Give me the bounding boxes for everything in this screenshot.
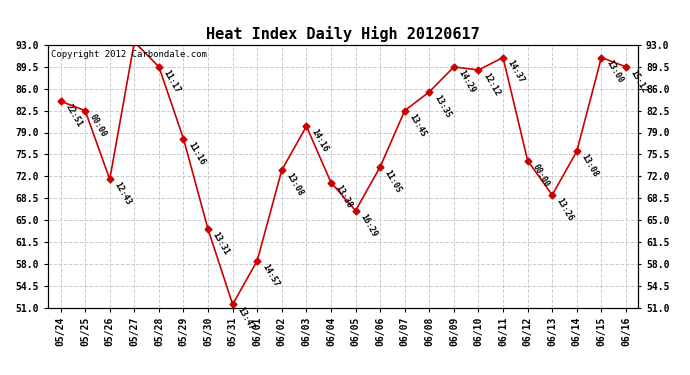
Text: 13:08: 13:08 — [284, 171, 305, 198]
Text: 14:16: 14:16 — [309, 128, 330, 154]
Text: 13:08: 13:08 — [580, 153, 600, 179]
Text: 14:57: 14:57 — [260, 262, 280, 288]
Text: 13:38: 13:38 — [334, 184, 354, 210]
Text: 00:00: 00:00 — [531, 162, 551, 188]
Text: 13:45: 13:45 — [408, 112, 428, 138]
Text: 13:35: 13:35 — [432, 93, 453, 119]
Text: 12:12: 12:12 — [481, 71, 502, 98]
Text: 13:26: 13:26 — [555, 196, 575, 222]
Text: 13:00: 13:00 — [604, 59, 624, 85]
Text: 15:12: 15:12 — [629, 68, 649, 94]
Text: 13:33: 13:33 — [0, 374, 1, 375]
Text: 14:37: 14:37 — [506, 59, 526, 85]
Text: 13:31: 13:31 — [211, 231, 231, 257]
Text: 11:16: 11:16 — [186, 140, 206, 166]
Text: 11:05: 11:05 — [383, 168, 403, 194]
Text: 22:51: 22:51 — [63, 103, 83, 129]
Text: 16:29: 16:29 — [358, 212, 379, 238]
Text: 14:29: 14:29 — [457, 68, 477, 94]
Text: 13:47: 13:47 — [235, 306, 256, 332]
Text: 11:17: 11:17 — [161, 68, 182, 94]
Text: 00:00: 00:00 — [88, 112, 108, 138]
Text: Copyright 2012 Carbondale.com: Copyright 2012 Carbondale.com — [51, 50, 207, 59]
Text: 12:43: 12:43 — [112, 181, 133, 207]
Title: Heat Index Daily High 20120617: Heat Index Daily High 20120617 — [206, 27, 480, 42]
